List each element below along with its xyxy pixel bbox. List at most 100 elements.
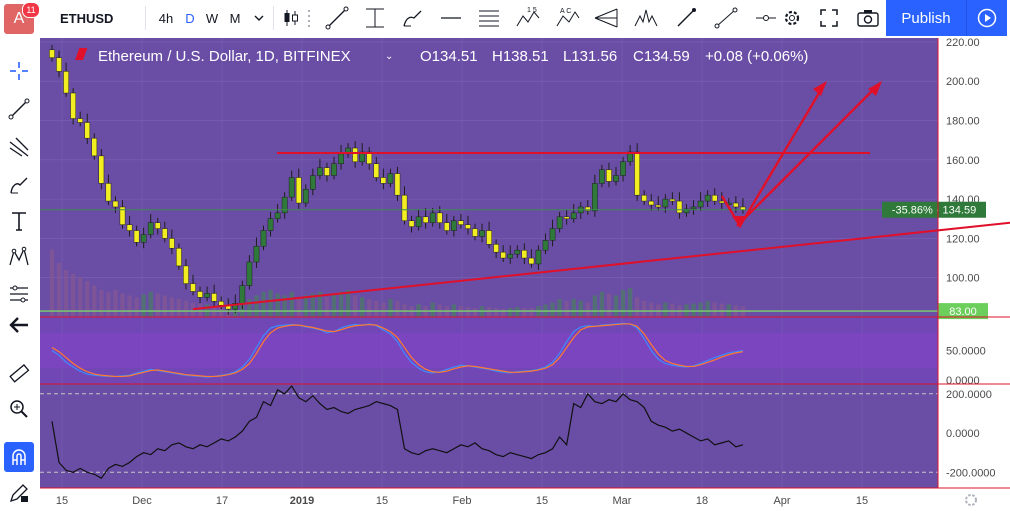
volume-bar <box>712 302 717 317</box>
candle-body <box>500 251 507 259</box>
volume-bar <box>522 308 527 317</box>
horizontal-line-icon[interactable] <box>436 4 466 32</box>
volume-bar <box>557 299 562 317</box>
chart-area[interactable]: 220.00200.00180.00160.00140.00120.00100.… <box>40 38 1010 511</box>
brush-tool-icon[interactable] <box>4 170 34 200</box>
ruler-measure-icon[interactable] <box>4 358 34 388</box>
volume-bar <box>310 293 316 317</box>
head-shoulders-icon[interactable] <box>630 4 662 32</box>
parallel-channel-icon[interactable] <box>474 4 504 32</box>
candle-body <box>606 169 612 182</box>
volume-bar <box>70 273 76 317</box>
volume-bar <box>268 290 273 317</box>
pattern-tool-icon[interactable] <box>4 242 34 272</box>
volume-bar <box>63 270 69 317</box>
candle-body <box>451 220 457 231</box>
trend-line-tool-icon[interactable] <box>4 94 34 124</box>
forecast-icon[interactable] <box>670 4 702 32</box>
volume-bar <box>317 291 323 317</box>
candle-body <box>479 230 485 237</box>
camera-snapshot-icon[interactable] <box>854 4 882 32</box>
fullscreen-icon[interactable] <box>816 4 842 32</box>
volume-bar <box>303 295 308 317</box>
candle-body <box>232 302 239 310</box>
volume-bar <box>282 295 287 317</box>
stochastic-tick-label: 0.0000 <box>946 375 980 387</box>
volume-bar <box>169 297 175 317</box>
ohlc-high: H138.51 <box>492 48 549 65</box>
drawing-toolbar <box>0 38 41 511</box>
zoom-in-icon[interactable] <box>4 394 34 424</box>
price-tick-label: 200.00 <box>946 76 980 88</box>
candle-body <box>613 175 619 182</box>
price-axis[interactable] <box>938 38 1010 488</box>
projection-arrow[interactable] <box>736 82 881 227</box>
candle-body <box>288 177 295 198</box>
time-axis[interactable] <box>40 488 938 511</box>
text-tool-icon[interactable] <box>4 206 34 236</box>
svg-text:1 5: 1 5 <box>527 7 537 14</box>
symbol-dropdown-icon[interactable]: ⌄ <box>385 51 393 62</box>
candle-body <box>84 122 91 139</box>
pencil-lock-icon[interactable] <box>4 478 34 508</box>
candle-body <box>70 92 76 119</box>
candle-body <box>486 230 492 245</box>
ohlc-open: O134.51 <box>420 48 478 65</box>
abc-pattern-icon[interactable]: A C <box>552 4 584 32</box>
candle-body <box>408 220 415 227</box>
publish-button[interactable]: Publish <box>886 0 966 36</box>
settings-gear-icon[interactable] <box>780 4 804 32</box>
symbol-search-button[interactable]: ETHUSD <box>60 10 114 26</box>
volume-bar <box>585 302 590 317</box>
last-price-label <box>882 201 986 218</box>
candle-body <box>183 265 189 284</box>
candle-body <box>317 167 323 176</box>
candle-body <box>535 249 542 265</box>
toolbar-divider <box>145 6 146 30</box>
candle-body <box>140 234 147 243</box>
chart-legend: Ethereum / U.S. Dollar, 1D, BITFINEX ⌄ O… <box>74 48 808 65</box>
candle-body <box>211 293 218 302</box>
time-tick-label: Mar <box>613 495 632 507</box>
axis-settings-icon[interactable] <box>965 494 977 506</box>
volume-bar <box>599 291 605 317</box>
prediction-tool-icon[interactable] <box>4 278 34 308</box>
volume-bar <box>85 281 90 317</box>
candle-body <box>592 183 598 212</box>
crosshair-cursor-icon[interactable] <box>4 56 34 86</box>
interval-m[interactable]: M <box>229 10 241 26</box>
interval-4h[interactable]: 4h <box>158 10 174 26</box>
back-arrow-icon[interactable] <box>4 310 34 340</box>
interval-d[interactable]: D <box>185 10 195 26</box>
last-price-text: -35.86% · 134.59 <box>892 205 976 217</box>
time-tick-label: Feb <box>453 495 472 507</box>
volume-bar <box>78 277 83 317</box>
projection-icon[interactable] <box>710 4 742 32</box>
interval-w[interactable]: W <box>205 10 219 26</box>
oscillator-pane[interactable] <box>40 384 938 488</box>
fib-retracement-icon[interactable] <box>360 4 390 32</box>
candle-body <box>711 194 718 202</box>
elliott-wave-icon[interactable]: 1 5 <box>512 4 544 32</box>
candle-body <box>443 222 450 231</box>
trendline-rising-support[interactable] <box>192 221 1010 311</box>
chart-title[interactable]: Ethereum / U.S. Dollar, 1D, BITFINEX <box>98 48 351 65</box>
candle-body <box>507 253 514 259</box>
notification-badge[interactable]: 11 <box>22 2 40 18</box>
candles <box>49 44 746 316</box>
candle-body <box>154 222 161 229</box>
interval-dropdown-icon[interactable] <box>250 4 268 32</box>
magnet-icon[interactable] <box>4 442 34 472</box>
axis-corner <box>938 488 1010 511</box>
pitchfork-icon[interactable] <box>590 4 622 32</box>
brush-icon[interactable] <box>398 4 428 32</box>
price-pane[interactable] <box>40 38 938 317</box>
toolbar-drag-handle-icon[interactable] <box>304 4 314 32</box>
price-range-icon[interactable] <box>750 4 782 32</box>
volume-bar <box>515 307 520 317</box>
pitchfork-tool-icon[interactable] <box>4 132 34 162</box>
trend-line-icon[interactable] <box>322 4 352 32</box>
candles-chart-type-icon[interactable] <box>280 4 302 32</box>
replay-play-icon[interactable] <box>966 0 1007 36</box>
oscillator-tick-label: -200.0000 <box>946 467 996 479</box>
